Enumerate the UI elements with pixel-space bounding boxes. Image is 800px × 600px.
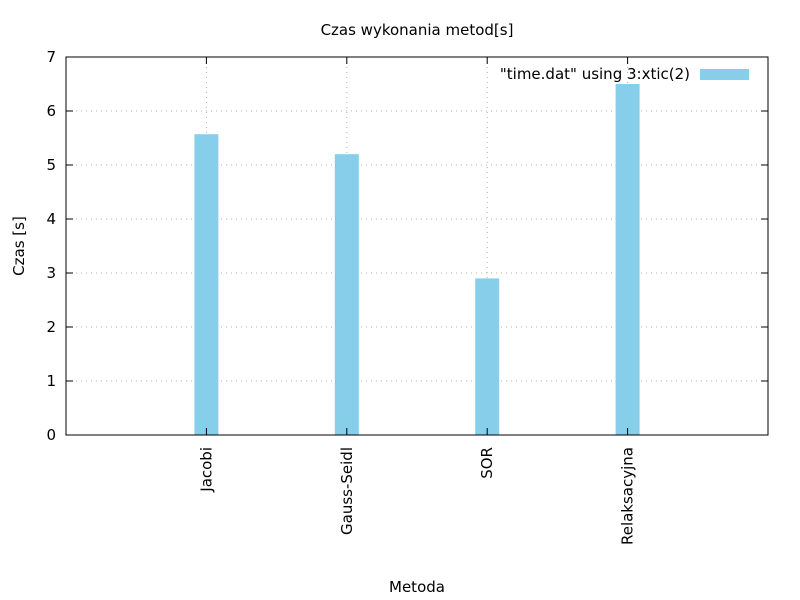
bar-3 bbox=[615, 84, 640, 435]
legend-swatch bbox=[700, 69, 749, 80]
y-tick-label-4: 4 bbox=[46, 210, 56, 228]
bar-2 bbox=[475, 278, 500, 435]
x-tick-label-1: Gauss-Seidl bbox=[338, 447, 356, 535]
plot-border bbox=[65, 56, 769, 436]
x-axis-label: Metoda bbox=[389, 578, 445, 596]
chart-title: Czas wykonania metod[s] bbox=[321, 21, 514, 39]
bar-0 bbox=[194, 134, 219, 435]
y-tick-label-1: 1 bbox=[46, 372, 56, 390]
y-axis-label: Czas [s] bbox=[10, 216, 28, 276]
grid-lines bbox=[66, 57, 768, 435]
y-tick-label-5: 5 bbox=[46, 156, 56, 174]
y-tick-label-6: 6 bbox=[46, 102, 56, 120]
x-tick-label-2: SOR bbox=[478, 447, 496, 479]
legend: "time.dat" using 3:xtic(2) bbox=[500, 65, 749, 83]
bars bbox=[194, 84, 640, 435]
y-tick-label-0: 0 bbox=[46, 426, 56, 444]
x-tick-label-3: Relaksacyjna bbox=[619, 447, 637, 545]
x-tick-label-0: Jacobi bbox=[197, 447, 215, 493]
bar-1 bbox=[334, 154, 359, 435]
y-tick-label-3: 3 bbox=[46, 264, 56, 282]
legend-label: "time.dat" using 3:xtic(2) bbox=[500, 65, 690, 83]
y-tick-label-2: 2 bbox=[46, 318, 56, 336]
y-tick-label-7: 7 bbox=[46, 48, 56, 66]
axes: 0 1 2 3 4 5 6 7 Jacobi Gauss-Seidl SOR Relaksacyjna bbox=[46, 48, 769, 545]
